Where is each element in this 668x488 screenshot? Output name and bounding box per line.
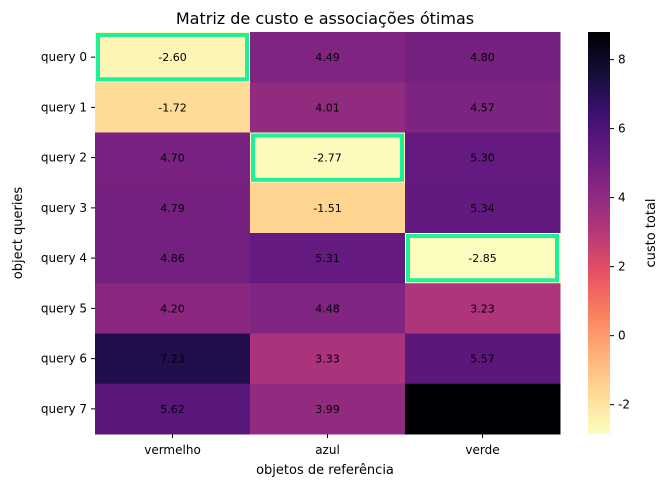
heatmap-cell xyxy=(95,182,251,234)
colorbar-tick-label: 0 xyxy=(618,329,626,343)
y-axis-ticks: query 0 query 1 query 2 query 3 query 4 query… xyxy=(41,50,95,416)
cell-value-label: 4.57 xyxy=(470,101,495,114)
colorbar-label: custo total xyxy=(644,198,659,267)
heatmap-cell xyxy=(250,82,406,133)
y-tick-label: query 0 xyxy=(41,50,87,64)
optimal-match-box xyxy=(406,234,559,283)
cell-value-label: 4.79 xyxy=(160,202,185,215)
heatmap-cell xyxy=(405,32,561,83)
y-tick-label: query 2 xyxy=(41,151,87,165)
cell-value-label: 5.30 xyxy=(470,152,495,165)
cell-value-label: -2.60 xyxy=(158,51,186,64)
cell-value-label: 3.23 xyxy=(470,302,495,315)
cell-value-label: 3.33 xyxy=(315,353,340,366)
heatmap-cell xyxy=(250,132,406,184)
heatmap-cell xyxy=(405,233,561,284)
heatmap-cell xyxy=(250,233,406,284)
cell-value-label: 4.80 xyxy=(470,51,495,64)
heatmap-cell xyxy=(405,333,561,385)
x-tick-label: azul xyxy=(315,443,340,457)
cell-value-label: 4.86 xyxy=(160,252,185,265)
x-axis-ticks: vermelho azul verde xyxy=(144,434,500,457)
heatmap-cell xyxy=(405,132,561,184)
y-tick-label: query 1 xyxy=(41,100,87,114)
y-tick-label: query 7 xyxy=(41,402,87,416)
optimal-assignment-highlights xyxy=(96,33,559,283)
cell-value-label: 5.57 xyxy=(470,353,495,366)
heatmap-cell xyxy=(405,82,561,133)
y-axis-label: object queries xyxy=(11,187,26,280)
heatmap-cell xyxy=(405,283,561,334)
y-tick-label: query 3 xyxy=(41,201,87,215)
heatmap-cell xyxy=(250,383,406,435)
cell-value-label: -1.72 xyxy=(158,101,186,114)
cell-value-label: 3.99 xyxy=(315,403,340,416)
y-tick-label: query 4 xyxy=(41,251,87,265)
heatmap-cell xyxy=(250,182,406,234)
cell-value-label: 5.31 xyxy=(315,252,340,265)
cell-value-label: 7.23 xyxy=(160,353,185,366)
cell-value-label: 4.20 xyxy=(160,302,185,315)
x-tick-label: vermelho xyxy=(144,443,201,457)
y-tick-label: query 5 xyxy=(41,301,87,315)
heatmap-cell xyxy=(95,283,251,334)
cell-value-label: -1.51 xyxy=(313,202,341,215)
heatmap-cell xyxy=(250,32,406,83)
optimal-match-box xyxy=(251,133,404,182)
heatmap-cell xyxy=(95,383,251,435)
x-tick-label: verde xyxy=(465,443,499,457)
cell-value-label: -2.77 xyxy=(313,152,341,165)
colorbar-tick-label: 4 xyxy=(618,191,626,205)
y-tick-label: query 6 xyxy=(41,352,87,366)
colorbar xyxy=(588,32,610,434)
heatmap-cell xyxy=(405,383,561,435)
cell-value-label: 4.01 xyxy=(315,101,340,114)
heatmap-cell xyxy=(405,182,561,234)
colorbar-ticks: -2 0 2 4 6 8 xyxy=(610,53,630,412)
x-axis-label: objetos de referência xyxy=(256,463,394,478)
colorbar-tick-label: 8 xyxy=(618,53,626,67)
heatmap-cell xyxy=(250,283,406,334)
heatmap-cell xyxy=(95,132,251,184)
heatmap-cell-labels: -2.60 4.49 4.80 -1.72 4.01 4.57 4.70 -2.77 5.30 4… xyxy=(158,51,496,416)
heatmap-cell xyxy=(95,32,251,83)
heatmap-cell xyxy=(250,333,406,385)
cell-value-label: 5.34 xyxy=(470,202,495,215)
cell-value-label: 5.62 xyxy=(160,403,185,416)
colorbar-tick-label: -2 xyxy=(618,398,630,412)
colorbar-tick-label: 2 xyxy=(618,260,626,274)
cell-value-label: 4.49 xyxy=(315,51,340,64)
cell-value-label: 4.48 xyxy=(315,302,340,315)
heatmap-cell xyxy=(95,333,251,385)
chart-title: Matriz de custo e associações ótimas xyxy=(176,9,474,28)
optimal-match-box xyxy=(96,33,249,82)
heatmap-cell xyxy=(95,233,251,284)
heatmap-cells xyxy=(95,32,561,435)
heatmap-cell xyxy=(95,82,251,133)
cell-value-label: -2.85 xyxy=(468,252,496,265)
colorbar-tick-label: 6 xyxy=(618,122,626,136)
cell-value-label: 4.70 xyxy=(160,152,185,165)
